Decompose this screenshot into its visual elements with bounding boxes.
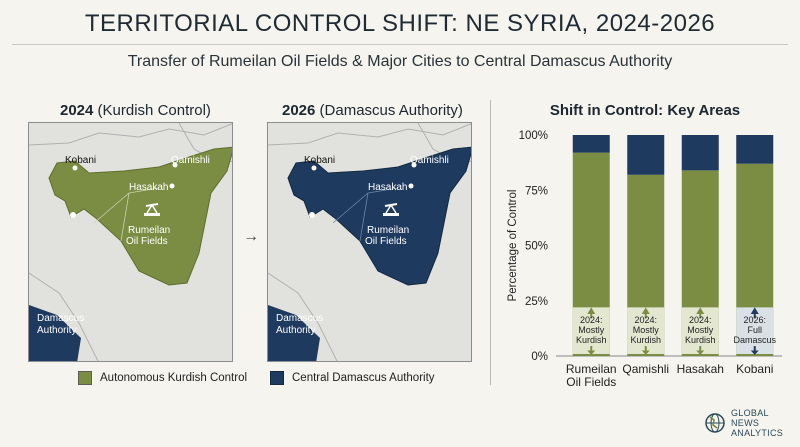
annotation-label: 2024: xyxy=(689,315,712,325)
x-tick-label: Rumeilan xyxy=(566,362,617,376)
place-qamishli: Qamishli xyxy=(171,155,210,166)
annotation-label: 2024: xyxy=(634,315,657,325)
y-tick-label: 25% xyxy=(525,296,548,308)
place-kobani: Kobani xyxy=(65,155,96,166)
map-2024-label: (Kurdish Control) xyxy=(97,102,211,119)
logo-line-3: ANALYTICS xyxy=(731,428,784,438)
bar-damascus xyxy=(681,135,719,171)
place-hasakah: Hasakah xyxy=(129,182,168,193)
y-tick-label: 50% xyxy=(525,241,548,253)
y-axis-label: Percentage of Control xyxy=(507,190,519,302)
annotation-label: 2026: xyxy=(743,315,766,325)
legend-label-damascus: Central Damascus Authority xyxy=(292,372,435,384)
legend-swatch-damascus xyxy=(270,371,284,385)
place-rumeilan: Rumeilan xyxy=(128,225,170,236)
bar-damascus xyxy=(736,135,774,164)
kurdish-region-2024 xyxy=(48,146,232,286)
arrow-up-icon xyxy=(587,307,596,315)
globe-icon xyxy=(705,413,725,433)
page-title: TERRITORIAL CONTROL SHIFT: NE SYRIA, 202… xyxy=(84,10,716,37)
map-2026-heading: 2026 (Damascus Authority) xyxy=(282,102,463,119)
arrow-up-icon xyxy=(696,307,705,315)
page-subtitle: Transfer of Rumeilan Oil Fields & Major … xyxy=(127,53,673,70)
transition-arrow: → xyxy=(243,228,259,245)
y-tick-label: 0% xyxy=(531,351,548,363)
annotation-label: Kurdish xyxy=(576,335,607,345)
legend-swatch-kurdish xyxy=(78,371,92,385)
legend-item-kurdish: Autonomous Kurdish Control xyxy=(78,371,247,385)
place-authority: Authority xyxy=(276,325,315,336)
control-shift-chart: Percentage of Control 0% 25% 50% 75% 100% 2024… xyxy=(507,130,782,389)
map-2026: Kobani Qamishli Hasakah Rumeilan Oil Fie… xyxy=(267,122,472,362)
logo: GLOBAL NEWS ANALYTICS xyxy=(704,408,783,438)
place-oil-fields: Oil Fields xyxy=(126,236,168,247)
map-2026-label: (Damascus Authority) xyxy=(319,102,463,119)
chart-title: Shift in Control: Key Areas xyxy=(549,102,741,119)
bar-damascus xyxy=(627,135,665,175)
legend-label-kurdish: Autonomous Kurdish Control xyxy=(100,372,248,384)
annotation-label: Mostly xyxy=(687,325,714,335)
annotation-label: Full xyxy=(747,325,762,335)
logo-line-2: NEWS xyxy=(731,418,760,428)
place-hasakah: Hasakah xyxy=(368,182,407,193)
map-2024-year: 2024 xyxy=(60,102,94,119)
damascus-region-2026 xyxy=(287,146,471,286)
y-tick-label: 100% xyxy=(519,130,548,142)
place-kobani: Kobani xyxy=(304,155,335,166)
place-damascus: Damascus xyxy=(276,313,323,324)
map-2024: Kobani Qamishli Hasakah Rumeilan Oil Fie… xyxy=(28,122,233,362)
x-tick-label: Qamishli xyxy=(622,362,669,376)
oil-pump-icon xyxy=(383,203,399,216)
arrow-down-icon xyxy=(641,350,650,355)
annotation-label: Mostly xyxy=(578,325,605,335)
logo-line-1: GLOBAL xyxy=(731,408,769,418)
bar-damascus xyxy=(572,135,610,153)
title-divider xyxy=(12,44,788,45)
section-divider xyxy=(490,100,491,385)
place-authority: Authority xyxy=(37,325,76,336)
y-tick-label: 75% xyxy=(525,185,548,197)
x-tick-label: Hasakah xyxy=(677,362,724,376)
arrow-up-icon xyxy=(641,307,650,315)
arrow-down-icon xyxy=(696,350,705,355)
annotation-label: Damascus xyxy=(733,335,776,345)
place-rumeilan: Rumeilan xyxy=(367,225,409,236)
arrow-down-icon xyxy=(750,350,759,355)
arrow-down-icon xyxy=(587,350,596,355)
annotation-label: Kurdish xyxy=(630,335,661,345)
map-2026-year: 2026 xyxy=(282,102,316,119)
place-damascus: Damascus xyxy=(37,313,84,324)
place-oil-fields: Oil Fields xyxy=(365,236,407,247)
arrow-up-icon xyxy=(750,307,759,315)
oil-pump-icon xyxy=(144,203,160,216)
map-2024-heading: 2024 (Kurdish Control) xyxy=(60,102,211,119)
x-tick-label: Oil Fields xyxy=(566,375,616,389)
annotation-label: 2024: xyxy=(580,315,603,325)
place-qamishli: Qamishli xyxy=(410,155,449,166)
annotation-label: Mostly xyxy=(633,325,660,335)
annotation-label: Kurdish xyxy=(685,335,716,345)
legend-item-damascus: Central Damascus Authority xyxy=(270,371,435,385)
x-tick-label: Kobani xyxy=(736,362,773,376)
